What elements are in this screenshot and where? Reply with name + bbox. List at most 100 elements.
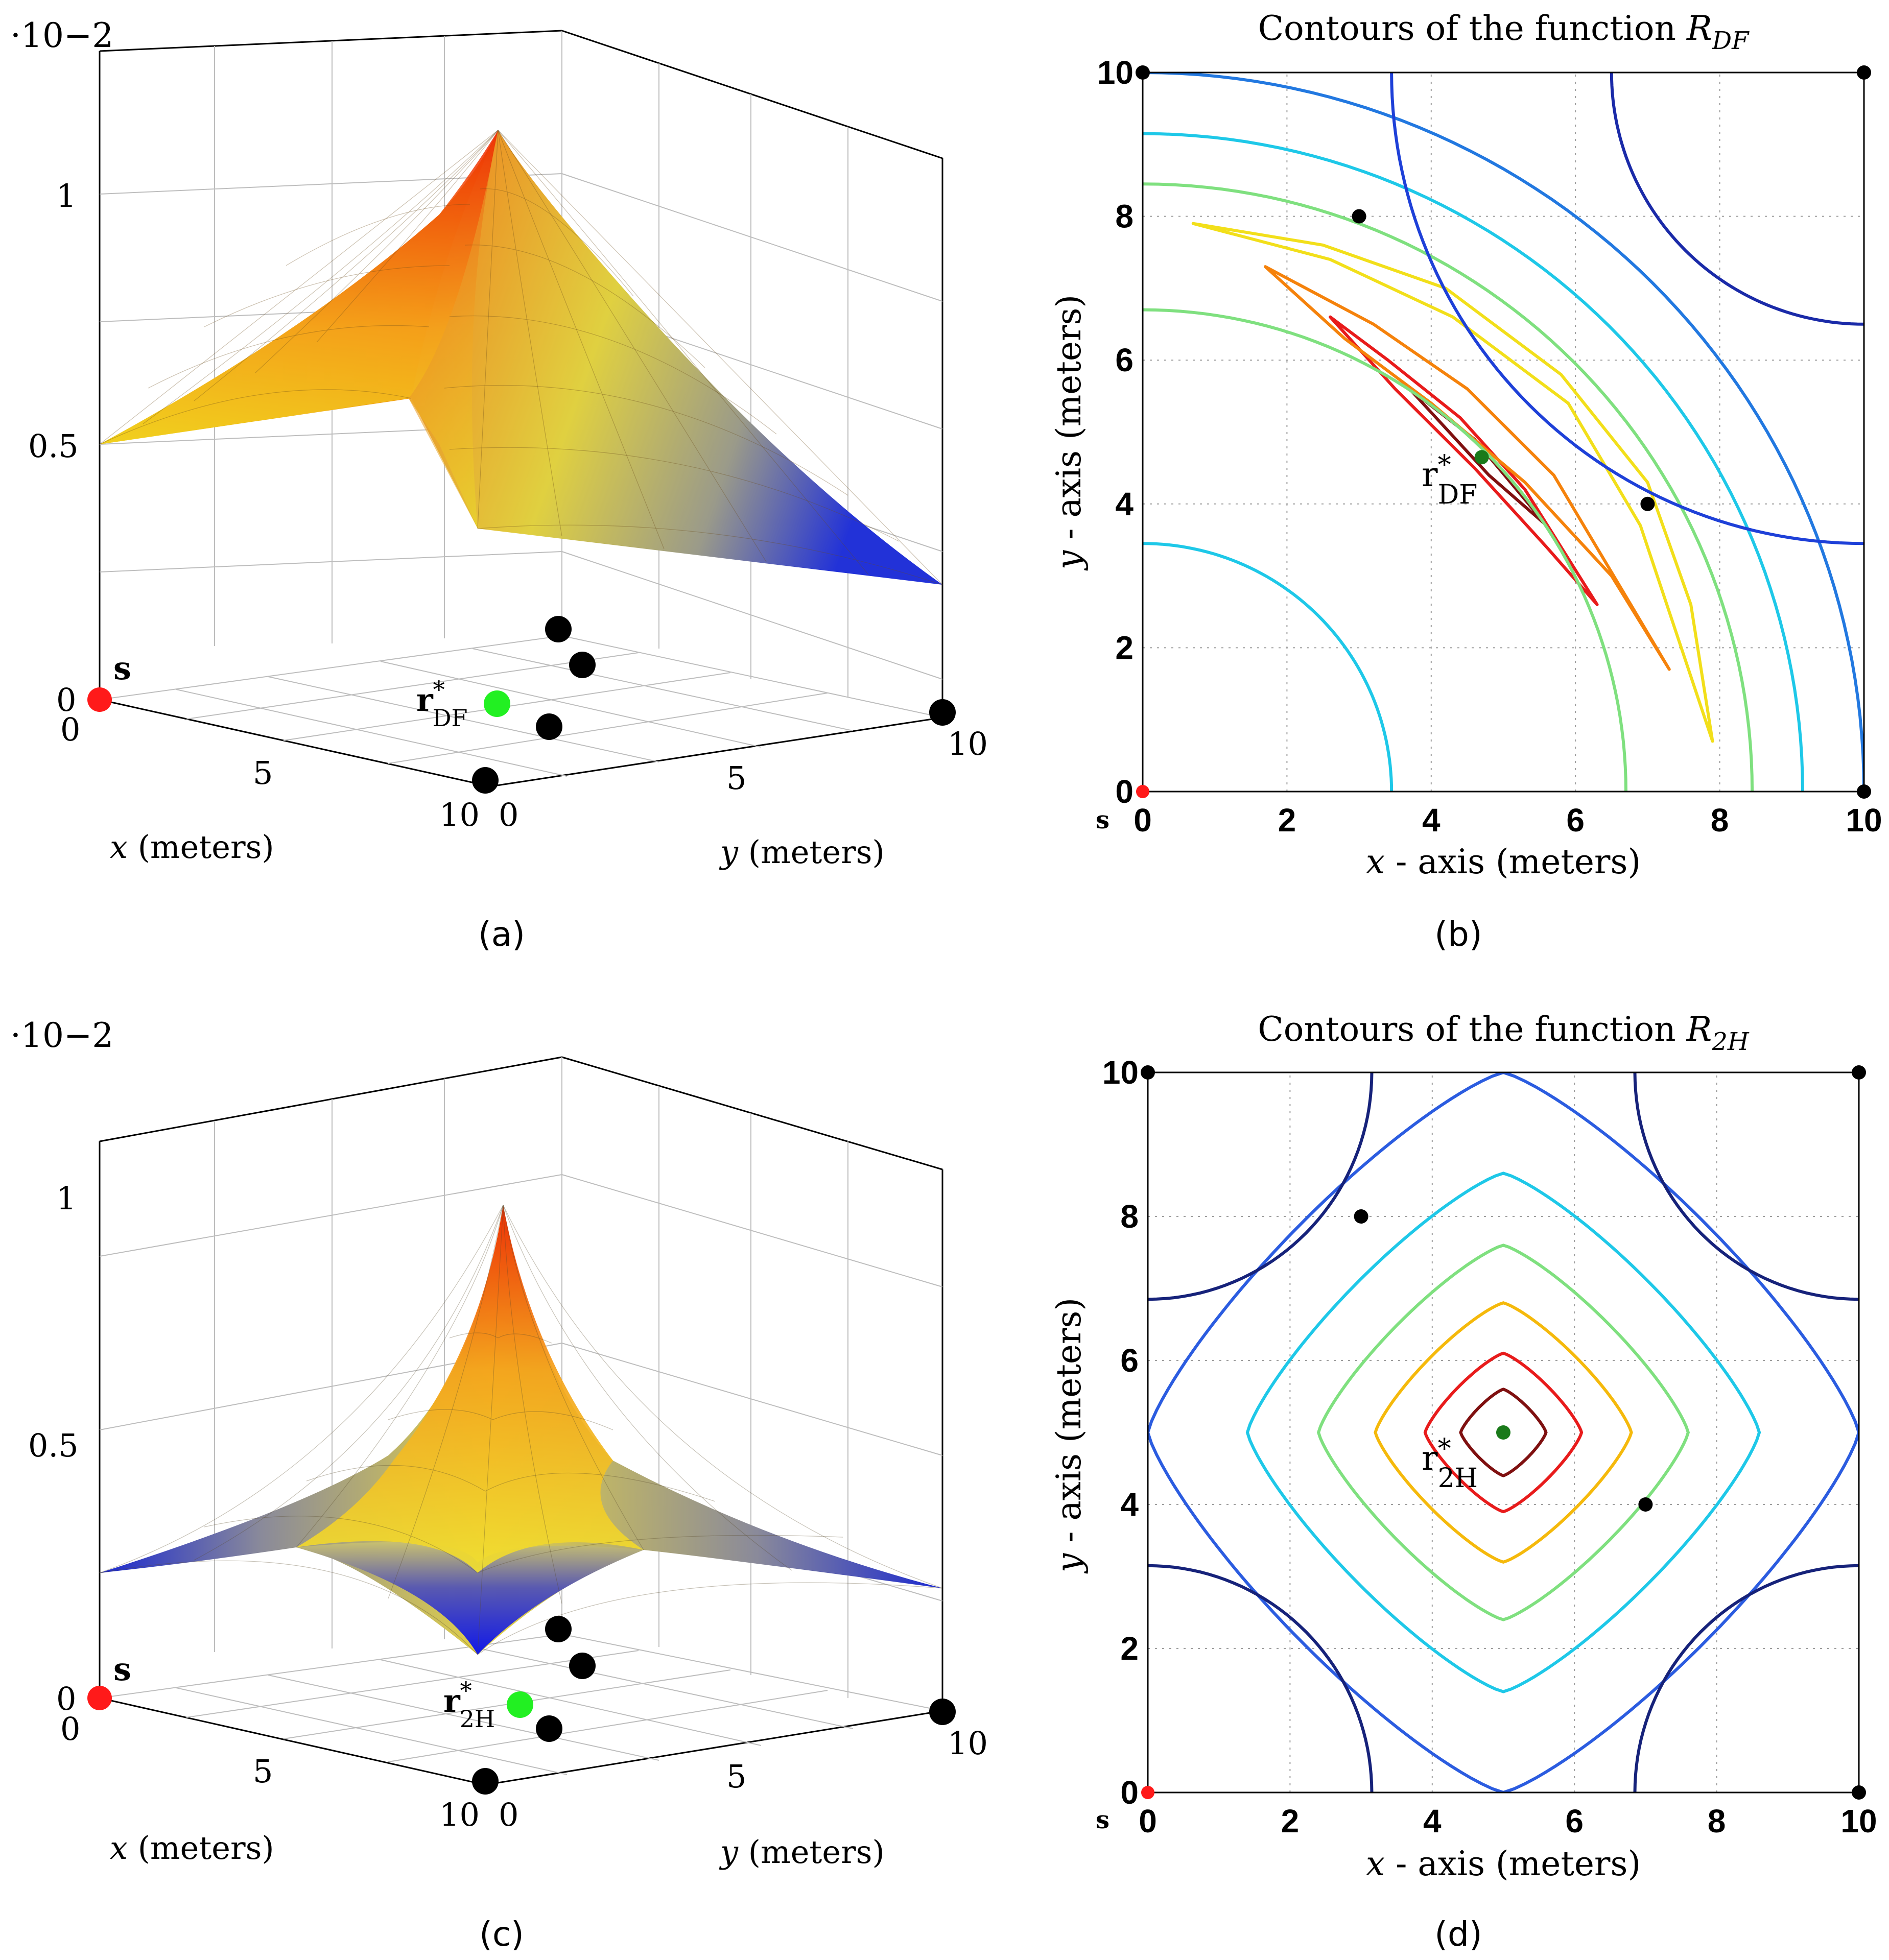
- panel-b-y-label: y - axis (meters): [1049, 295, 1089, 571]
- panel-a-axes-box: [99, 30, 943, 787]
- panel-b-y-tick: 0: [1115, 773, 1134, 810]
- panel-d-contour: [1148, 1072, 1859, 1792]
- panel-b-y-tick: 4: [1115, 486, 1134, 522]
- panel-d: 0 2 4 6 8 10 0 2 4 6 8 10 Contours of the function …: [1049, 1010, 1877, 1954]
- panel-b-x-tick: 0: [1134, 802, 1152, 839]
- panel-c-z-tick: 1: [56, 1180, 76, 1217]
- panel-c-y-tick: 0: [499, 1796, 518, 1833]
- panel-a-scale-label: ·10−2: [10, 16, 113, 55]
- panel-d-x-tick: 4: [1423, 1803, 1442, 1839]
- panel-c-x-label: x (meters): [110, 1829, 274, 1867]
- panel-d-node-point: [1638, 1497, 1653, 1512]
- panel-a-y-tick: 10: [948, 725, 988, 762]
- panel-a-node-point: [472, 767, 499, 794]
- panel-b-points: [1136, 65, 1871, 799]
- panel-b-node-point: [1640, 496, 1655, 511]
- panel-c-node-point: [472, 1768, 499, 1795]
- panel-d-y-tick: 10: [1102, 1054, 1139, 1091]
- panel-b-title: Contours of the function RDF: [1258, 9, 1750, 55]
- panel-d-ticks: 0 2 4 6 8 10 0 2 4 6 8 10: [1102, 1054, 1877, 1839]
- panel-b-source-label: s: [1096, 806, 1109, 834]
- panel-d-y-tick: 8: [1120, 1198, 1139, 1235]
- panel-a-node-point: [536, 713, 562, 740]
- panel-d-contour: [1148, 1072, 1374, 1301]
- panel-d-y-label: y - axis (meters): [1049, 1298, 1089, 1574]
- panel-c-caption: (c): [479, 1915, 524, 1954]
- panel-a-y-tick: 5: [726, 759, 746, 797]
- panel-a-z-tick: 0.5: [28, 427, 79, 465]
- panel-b-y-tick: 10: [1097, 54, 1134, 91]
- panel-b-contour: [1610, 73, 1864, 326]
- panel-b-y-tick: 6: [1115, 342, 1134, 378]
- panel-c-x-tick: 5: [253, 1753, 273, 1790]
- panel-d-optimum-point: [1496, 1425, 1510, 1440]
- panel-d-contour: [1633, 1564, 1859, 1792]
- panel-c-optimum-point: [507, 1691, 533, 1718]
- panel-c-x-tick: 0: [60, 1710, 80, 1748]
- panel-d-node-point: [1852, 1065, 1866, 1080]
- panel-d-contour: [1316, 1244, 1690, 1621]
- panel-b-contour: [1143, 182, 1754, 792]
- panel-b-x-tick: 2: [1278, 802, 1296, 839]
- panel-b-node-point: [1136, 65, 1150, 80]
- panel-a-points: [87, 616, 956, 794]
- panel-b-contour: [1143, 132, 1804, 792]
- panel-c-surface: [99, 1205, 943, 1655]
- panel-b-plot-frame: [1142, 71, 1865, 793]
- panel-b-contour: [1143, 542, 1394, 792]
- panel-a-z-tick: 1: [56, 177, 76, 214]
- panel-b-node-point: [1857, 65, 1871, 80]
- panel-a-node-point: [569, 652, 596, 678]
- panel-b-x-tick: 4: [1422, 802, 1441, 839]
- panel-d-x-tick: 8: [1708, 1803, 1726, 1839]
- panel-a: ·10−2 1 0.5 0 0 5 10 0 5 10 x (meters) y…: [10, 16, 988, 954]
- panel-a-z-tick: 0: [56, 681, 76, 719]
- panel-b-node-point: [1352, 209, 1366, 224]
- panel-a-x-tick: 10: [439, 796, 480, 833]
- panel-c-points: [87, 1616, 956, 1795]
- panel-a-surface: [99, 130, 943, 585]
- panel-a-optimum-point: [484, 690, 510, 717]
- panel-d-contour: [1423, 1351, 1584, 1514]
- panel-a-x-tick: 5: [253, 754, 273, 792]
- panel-a-optimum-label: r* DF: [416, 676, 467, 732]
- panel-d-points: [1141, 1065, 1866, 1800]
- panel-c-source-label: s: [113, 1651, 131, 1688]
- panel-c-node-point: [545, 1616, 572, 1642]
- panel-b-x-tick: 6: [1566, 802, 1585, 839]
- panel-a-x-label: x (meters): [110, 828, 274, 866]
- panel-c-scale-label: ·10−2: [10, 1016, 113, 1055]
- panel-d-y-tick: 4: [1120, 1486, 1139, 1523]
- panel-b-contour: [1264, 265, 1671, 671]
- panel-c-source-point: [87, 1686, 112, 1710]
- panel-b-y-tick: 2: [1115, 629, 1134, 666]
- panel-b-ticks: 0 2 4 6 8 10 0 2 4 6 8 10: [1097, 54, 1882, 839]
- panel-a-y-label: y (meters): [719, 833, 885, 871]
- panel-d-node-point: [1354, 1209, 1368, 1224]
- panel-b-contour: [1390, 73, 1864, 545]
- panel-d-optimum-label: r* 2H: [1422, 1433, 1478, 1494]
- panel-b-x-tick: 10: [1846, 802, 1882, 839]
- panel-a-node-point: [545, 616, 572, 642]
- panel-c-node-point: [536, 1715, 562, 1742]
- panel-b-grid: [1143, 73, 1864, 792]
- panel-b-contour: [1191, 222, 1714, 743]
- panel-d-x-tick: 10: [1840, 1803, 1877, 1839]
- panel-d-y-tick: 2: [1120, 1630, 1139, 1667]
- panel-d-y-tick: 0: [1120, 1774, 1139, 1811]
- panel-d-contour: [1374, 1301, 1633, 1564]
- panel-b-contour: [1143, 308, 1627, 792]
- panel-c-z-tick: 0: [56, 1680, 76, 1717]
- panel-d-y-tick: 6: [1120, 1342, 1139, 1379]
- panel-d-node-point: [1141, 1065, 1155, 1080]
- panel-b-contour: [1329, 315, 1599, 606]
- panel-b-node-point: [1857, 784, 1871, 799]
- panel-b-x-tick: 8: [1711, 802, 1729, 839]
- panel-c-y-label: y (meters): [719, 1833, 885, 1871]
- panel-b-optimum-label: r* DF: [1422, 450, 1477, 510]
- panel-d-contour: [1245, 1172, 1761, 1693]
- panel-b: 0 2 4 6 8 10 0 2 4 6 8 10 Contours of the function …: [1049, 9, 1882, 954]
- panel-d-source-point: [1141, 1786, 1154, 1799]
- panel-d-x-tick: 0: [1139, 1803, 1157, 1839]
- panel-c: ·10−2 1 0.5 0 0 5 10 0 5 10 x (meters) y…: [10, 1016, 988, 1954]
